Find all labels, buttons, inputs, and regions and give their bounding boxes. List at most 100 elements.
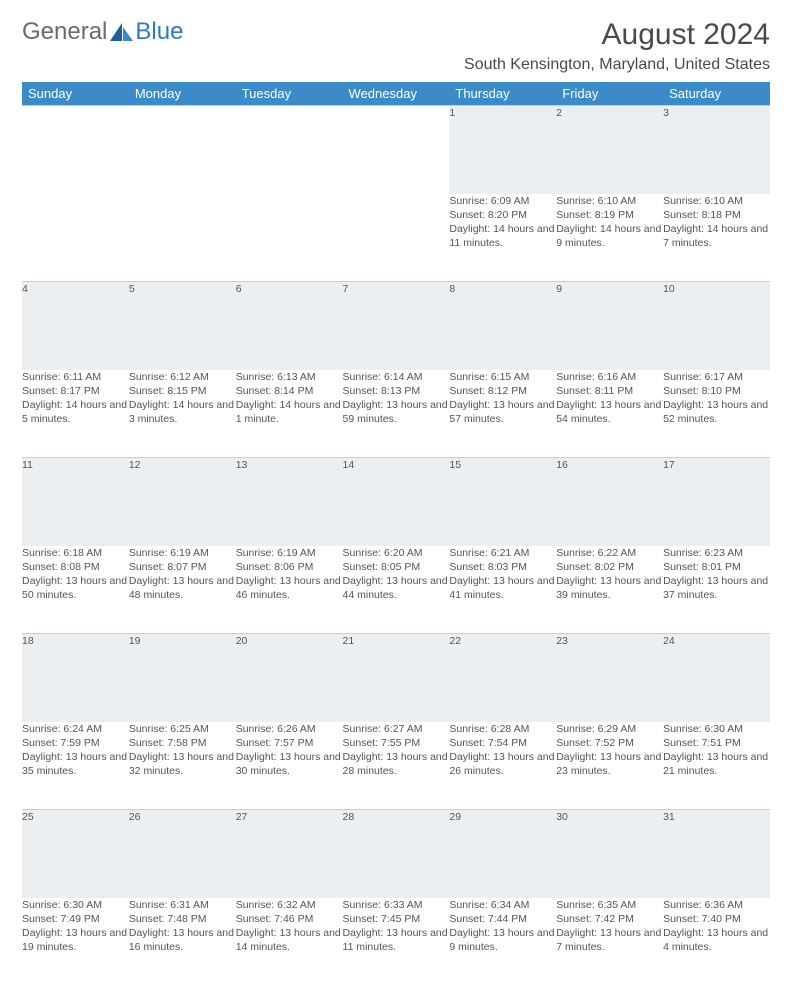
dow-header-row: Sunday Monday Tuesday Wednesday Thursday…: [22, 82, 770, 106]
day-number-cell: [236, 106, 343, 194]
sunset-line: Sunset: 7:40 PM: [663, 912, 770, 926]
day-number-cell: 7: [343, 282, 450, 370]
sunrise-line: Sunrise: 6:14 AM: [343, 370, 450, 384]
day-content-cell: Sunrise: 6:09 AMSunset: 8:20 PMDaylight:…: [449, 194, 556, 282]
day-content-cell: [129, 194, 236, 282]
logo-text-1: General: [22, 18, 107, 46]
day-number-cell: 9: [556, 282, 663, 370]
sunset-line: Sunset: 8:12 PM: [449, 384, 556, 398]
dow-header: Wednesday: [343, 82, 450, 106]
day-number: 10: [663, 283, 675, 295]
sunset-line: Sunset: 8:05 PM: [343, 560, 450, 574]
sunrise-line: Sunrise: 6:17 AM: [663, 370, 770, 384]
sunrise-line: Sunrise: 6:34 AM: [449, 898, 556, 912]
sunrise-line: Sunrise: 6:23 AM: [663, 546, 770, 560]
day-content-cell: Sunrise: 6:30 AMSunset: 7:49 PMDaylight:…: [22, 898, 129, 986]
dow-header: Monday: [129, 82, 236, 106]
location: South Kensington, Maryland, United State…: [464, 56, 770, 74]
day-number: 25: [22, 811, 34, 823]
day-content-cell: Sunrise: 6:26 AMSunset: 7:57 PMDaylight:…: [236, 722, 343, 810]
day-number-cell: 21: [343, 634, 450, 722]
daylight-line: Daylight: 14 hours and 3 minutes.: [129, 398, 236, 426]
day-number-row: 45678910: [22, 282, 770, 370]
sunset-line: Sunset: 7:55 PM: [343, 736, 450, 750]
daylight-line: Daylight: 13 hours and 11 minutes.: [343, 926, 450, 954]
day-content-cell: Sunrise: 6:35 AMSunset: 7:42 PMDaylight:…: [556, 898, 663, 986]
day-content-cell: [22, 194, 129, 282]
day-content-cell: [343, 194, 450, 282]
daylight-line: Daylight: 13 hours and 52 minutes.: [663, 398, 770, 426]
day-content-row: Sunrise: 6:11 AMSunset: 8:17 PMDaylight:…: [22, 370, 770, 458]
sunset-line: Sunset: 8:06 PM: [236, 560, 343, 574]
day-number-cell: [343, 106, 450, 194]
sunrise-line: Sunrise: 6:21 AM: [449, 546, 556, 560]
dow-header: Thursday: [449, 82, 556, 106]
day-number: 8: [449, 283, 455, 295]
day-number-cell: 11: [22, 458, 129, 546]
day-number-cell: 27: [236, 810, 343, 898]
day-number-cell: 16: [556, 458, 663, 546]
day-number-cell: 23: [556, 634, 663, 722]
day-number: 24: [663, 635, 675, 647]
sunrise-line: Sunrise: 6:30 AM: [663, 722, 770, 736]
daylight-line: Daylight: 13 hours and 7 minutes.: [556, 926, 663, 954]
day-number-cell: 24: [663, 634, 770, 722]
sunrise-line: Sunrise: 6:35 AM: [556, 898, 663, 912]
daylight-line: Daylight: 13 hours and 59 minutes.: [343, 398, 450, 426]
sunset-line: Sunset: 8:10 PM: [663, 384, 770, 398]
day-number: 2: [556, 107, 562, 119]
calendar-table: Sunday Monday Tuesday Wednesday Thursday…: [22, 82, 770, 986]
sunset-line: Sunset: 7:44 PM: [449, 912, 556, 926]
day-number-cell: 22: [449, 634, 556, 722]
sunset-line: Sunset: 8:17 PM: [22, 384, 129, 398]
day-number: 30: [556, 811, 568, 823]
day-content-row: Sunrise: 6:18 AMSunset: 8:08 PMDaylight:…: [22, 546, 770, 634]
day-number-cell: 10: [663, 282, 770, 370]
daylight-line: Daylight: 13 hours and 9 minutes.: [449, 926, 556, 954]
sunrise-line: Sunrise: 6:13 AM: [236, 370, 343, 384]
logo-sail-icon: [109, 21, 135, 43]
day-number-cell: 18: [22, 634, 129, 722]
sunrise-line: Sunrise: 6:11 AM: [22, 370, 129, 384]
daylight-line: Daylight: 13 hours and 57 minutes.: [449, 398, 556, 426]
day-content-cell: Sunrise: 6:28 AMSunset: 7:54 PMDaylight:…: [449, 722, 556, 810]
day-number: 22: [449, 635, 461, 647]
daylight-line: Daylight: 14 hours and 9 minutes.: [556, 222, 663, 250]
day-number: 17: [663, 459, 675, 471]
day-content-cell: Sunrise: 6:29 AMSunset: 7:52 PMDaylight:…: [556, 722, 663, 810]
sunset-line: Sunset: 7:58 PM: [129, 736, 236, 750]
month-title: August 2024: [464, 18, 770, 52]
day-number: 13: [236, 459, 248, 471]
daylight-line: Daylight: 14 hours and 7 minutes.: [663, 222, 770, 250]
day-number: 4: [22, 283, 28, 295]
dow-header: Sunday: [22, 82, 129, 106]
sunset-line: Sunset: 7:45 PM: [343, 912, 450, 926]
day-number-cell: 29: [449, 810, 556, 898]
day-number: 7: [343, 283, 349, 295]
dow-header: Friday: [556, 82, 663, 106]
day-content-cell: Sunrise: 6:17 AMSunset: 8:10 PMDaylight:…: [663, 370, 770, 458]
day-number-cell: 5: [129, 282, 236, 370]
day-number-cell: 1: [449, 106, 556, 194]
sunrise-line: Sunrise: 6:30 AM: [22, 898, 129, 912]
day-number: 18: [22, 635, 34, 647]
sunrise-line: Sunrise: 6:33 AM: [343, 898, 450, 912]
day-content-cell: Sunrise: 6:20 AMSunset: 8:05 PMDaylight:…: [343, 546, 450, 634]
sunrise-line: Sunrise: 6:36 AM: [663, 898, 770, 912]
daylight-line: Daylight: 13 hours and 54 minutes.: [556, 398, 663, 426]
dow-header: Tuesday: [236, 82, 343, 106]
sunset-line: Sunset: 7:59 PM: [22, 736, 129, 750]
day-number: 16: [556, 459, 568, 471]
day-number: 20: [236, 635, 248, 647]
daylight-line: Daylight: 14 hours and 5 minutes.: [22, 398, 129, 426]
daylight-line: Daylight: 13 hours and 21 minutes.: [663, 750, 770, 778]
daylight-line: Daylight: 13 hours and 44 minutes.: [343, 574, 450, 602]
daylight-line: Daylight: 13 hours and 39 minutes.: [556, 574, 663, 602]
sunset-line: Sunset: 7:48 PM: [129, 912, 236, 926]
day-number: 14: [343, 459, 355, 471]
daylight-line: Daylight: 13 hours and 48 minutes.: [129, 574, 236, 602]
day-number-cell: 14: [343, 458, 450, 546]
daylight-line: Daylight: 13 hours and 26 minutes.: [449, 750, 556, 778]
day-number-cell: 4: [22, 282, 129, 370]
daylight-line: Daylight: 13 hours and 4 minutes.: [663, 926, 770, 954]
